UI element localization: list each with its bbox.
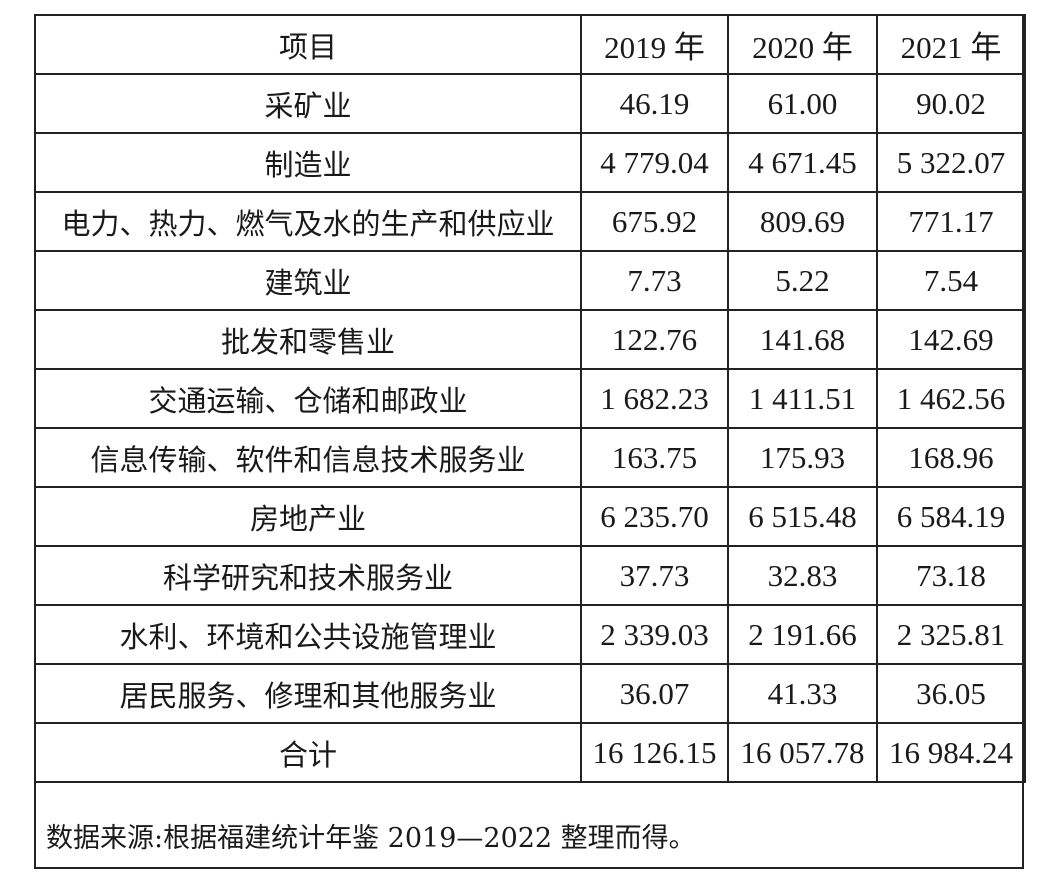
cell-2021: 2 325.81 — [876, 604, 1026, 665]
table-row: 批发和零售业 122.76 141.68 142.69 — [34, 309, 1026, 370]
table-row: 电力、热力、燃气及水的生产和供应业 675.92 809.69 771.17 — [34, 191, 1026, 252]
cell-2020: 4 671.45 — [727, 132, 878, 193]
cell-2021: 771.17 — [876, 191, 1026, 252]
row-item-label: 房地产业 — [34, 486, 582, 547]
cell-2019: 7.73 — [580, 250, 729, 311]
cell-2019: 163.75 — [580, 427, 729, 488]
cell-2020: 6 515.48 — [727, 486, 878, 547]
row-item-label: 制造业 — [34, 132, 582, 193]
row-item-label: 建筑业 — [34, 250, 582, 311]
row-item-label: 交通运输、仓储和邮政业 — [34, 368, 582, 429]
cell-2021: 168.96 — [876, 427, 1026, 488]
cell-2020: 5.22 — [727, 250, 878, 311]
cell-2021: 36.05 — [876, 663, 1026, 724]
row-item-label: 采矿业 — [34, 73, 582, 134]
cell-2019: 16 126.15 — [580, 722, 729, 783]
row-item-label: 水利、环境和公共设施管理业 — [34, 604, 582, 665]
row-item-label: 居民服务、修理和其他服务业 — [34, 663, 582, 724]
cell-2019: 4 779.04 — [580, 132, 729, 193]
header-2019: 2019 年 — [580, 14, 729, 75]
cell-2021: 7.54 — [876, 250, 1026, 311]
table-row: 建筑业 7.73 5.22 7.54 — [34, 250, 1026, 311]
table-row: 交通运输、仓储和邮政业 1 682.23 1 411.51 1 462.56 — [34, 368, 1026, 429]
row-item-label: 合计 — [34, 722, 582, 783]
cell-2021: 5 322.07 — [876, 132, 1026, 193]
table-row: 科学研究和技术服务业 37.73 32.83 73.18 — [34, 545, 1026, 606]
cell-2019: 37.73 — [580, 545, 729, 606]
cell-2019: 46.19 — [580, 73, 729, 134]
table-row: 水利、环境和公共设施管理业 2 339.03 2 191.66 2 325.81 — [34, 604, 1026, 665]
table-row: 房地产业 6 235.70 6 515.48 6 584.19 — [34, 486, 1026, 547]
table-row: 制造业 4 779.04 4 671.45 5 322.07 — [34, 132, 1026, 193]
cell-2021: 73.18 — [876, 545, 1026, 606]
cell-2021: 16 984.24 — [876, 722, 1026, 783]
cell-2019: 6 235.70 — [580, 486, 729, 547]
cell-2021: 142.69 — [876, 309, 1026, 370]
cell-2020: 175.93 — [727, 427, 878, 488]
cell-2019: 2 339.03 — [580, 604, 729, 665]
row-item-label: 科学研究和技术服务业 — [34, 545, 582, 606]
row-item-label: 电力、热力、燃气及水的生产和供应业 — [34, 191, 582, 252]
row-item-label: 信息传输、软件和信息技术服务业 — [34, 427, 582, 488]
cell-2020: 809.69 — [727, 191, 878, 252]
cell-2020: 1 411.51 — [727, 368, 878, 429]
table-row: 信息传输、软件和信息技术服务业 163.75 175.93 168.96 — [34, 427, 1026, 488]
header-2020: 2020 年 — [727, 14, 878, 75]
cell-2021: 90.02 — [876, 73, 1026, 134]
cell-2019: 36.07 — [580, 663, 729, 724]
cell-2020: 32.83 — [727, 545, 878, 606]
table-body: 采矿业 46.19 61.00 90.02 制造业 4 779.04 4 671.45 5 3… — [34, 73, 1026, 783]
investment-table: 项目 2019 年 2020 年 2021 年 采矿业 46.19 61.00 90.… — [34, 14, 1026, 783]
data-table-frame: 项目 2019 年 2020 年 2021 年 采矿业 46.19 61.00 90.… — [34, 14, 1026, 869]
table-row: 采矿业 46.19 61.00 90.02 — [34, 73, 1026, 134]
cell-2021: 6 584.19 — [876, 486, 1026, 547]
cell-2020: 141.68 — [727, 309, 878, 370]
cell-2020: 16 057.78 — [727, 722, 878, 783]
header-2021: 2021 年 — [876, 14, 1026, 75]
data-source-note: 数据来源:根据福建统计年鉴 2019—2022 整理而得。 — [46, 823, 696, 854]
row-item-label: 批发和零售业 — [34, 309, 582, 370]
cell-2019: 122.76 — [580, 309, 729, 370]
cell-2020: 41.33 — [727, 663, 878, 724]
cell-2020: 2 191.66 — [727, 604, 878, 665]
table-row: 居民服务、修理和其他服务业 36.07 41.33 36.05 — [34, 663, 1026, 724]
cell-2019: 675.92 — [580, 191, 729, 252]
table-header-row: 项目 2019 年 2020 年 2021 年 — [34, 14, 1026, 75]
cell-2021: 1 462.56 — [876, 368, 1026, 429]
table-row: 合计 16 126.15 16 057.78 16 984.24 — [34, 722, 1026, 783]
cell-2020: 61.00 — [727, 73, 878, 134]
header-item: 项目 — [34, 14, 582, 75]
cell-2019: 1 682.23 — [580, 368, 729, 429]
